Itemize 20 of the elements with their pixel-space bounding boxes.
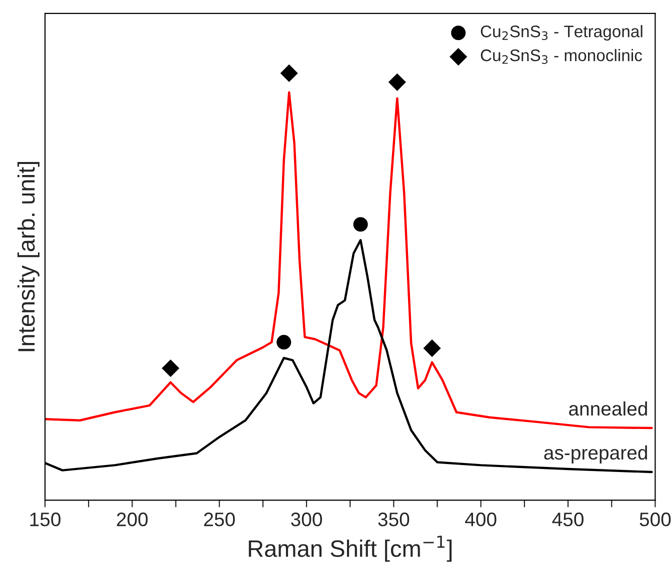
point: [280, 64, 298, 82]
point: [423, 339, 441, 357]
x-tick-label: 350: [378, 512, 410, 526]
x-tick-label: 150: [30, 512, 60, 526]
series-label: as-prepared: [544, 445, 647, 464]
x-axis-title: Raman Shift [cm$^{−1}$]: [248, 536, 452, 562]
x-tick-label: 250: [204, 512, 235, 526]
x-tick-label: 200: [116, 512, 148, 526]
legend-label: Cu$_{2}$SnS$_{3}$ - Tetragonal: [480, 25, 642, 41]
point: [353, 217, 368, 232]
point: [276, 334, 292, 350]
y-axis-title: Intensity [arb. unit]: [17, 162, 40, 352]
x-tick-label: 400: [465, 512, 496, 526]
point: [162, 359, 180, 378]
point: [388, 73, 406, 91]
x-tick-label: 300: [291, 512, 322, 526]
x-tick-label: 450: [552, 512, 584, 526]
series-label: annealed: [569, 401, 647, 416]
legend-label: Cu$_{2}$SnS$_{3}$ - monoclinic: [480, 48, 642, 64]
x-tick-label: 500: [640, 512, 671, 526]
